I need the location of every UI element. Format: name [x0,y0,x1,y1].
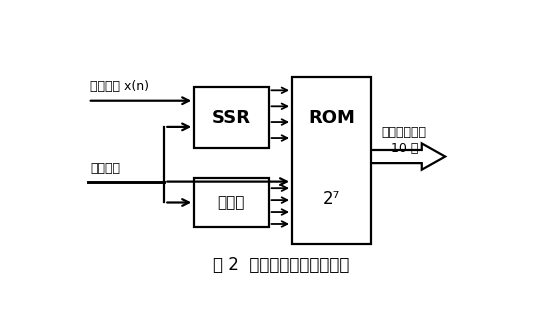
Bar [194,178,268,227]
Text: 2⁷: 2⁷ [323,189,340,208]
Text: ROM: ROM [308,109,355,127]
Bar [292,77,371,244]
Text: 10 位: 10 位 [390,142,418,155]
Text: 计数器: 计数器 [218,195,245,210]
Text: SSR: SSR [212,109,251,127]
FancyArrow shape [371,144,445,170]
Text: 图 2  成形滤波器硬件原理图: 图 2 成形滤波器硬件原理图 [213,256,350,274]
Text: 成形编码信号: 成形编码信号 [382,126,427,139]
Text: 时钟信号: 时钟信号 [90,162,120,175]
Text: 输入数据 x(n): 输入数据 x(n) [90,80,149,93]
Bar [194,87,268,148]
